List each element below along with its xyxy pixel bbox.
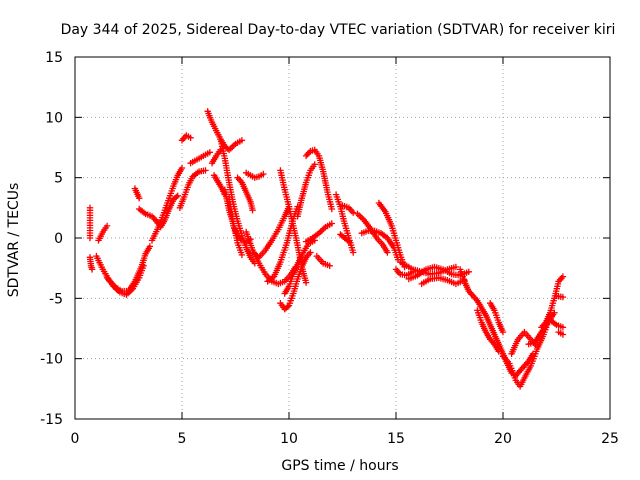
data-point-track bbox=[358, 227, 402, 263]
data-point-track bbox=[313, 252, 333, 269]
data-point-track bbox=[337, 231, 353, 245]
data-point-track bbox=[474, 307, 502, 355]
data-point-track bbox=[86, 254, 96, 273]
data-point-track bbox=[546, 316, 567, 331]
data-point-track bbox=[204, 108, 246, 154]
y-tick-label: 5 bbox=[54, 171, 63, 187]
data-point-track bbox=[208, 146, 224, 167]
data-point-track bbox=[375, 199, 408, 271]
x-axis-label: GPS time / hours bbox=[281, 458, 398, 474]
data-point-track bbox=[294, 161, 318, 220]
y-tick-label: -15 bbox=[40, 412, 63, 428]
x-tick-label: 20 bbox=[494, 431, 512, 447]
x-tick-label: 0 bbox=[71, 431, 80, 447]
data-point-track bbox=[243, 169, 267, 181]
data-point-track bbox=[418, 274, 468, 288]
data-point-track bbox=[339, 202, 357, 216]
y-axis-label: SDTVAR / TECUs bbox=[6, 183, 22, 298]
data-point-track bbox=[555, 328, 567, 338]
data-point-track bbox=[178, 132, 194, 144]
data-point-track bbox=[302, 220, 335, 245]
data-point-track bbox=[553, 292, 567, 301]
x-tick-label: 25 bbox=[601, 431, 619, 447]
data-point-track bbox=[281, 237, 318, 297]
data-point-track bbox=[487, 300, 507, 336]
data-point-track bbox=[234, 174, 256, 214]
x-tick-label: 15 bbox=[387, 431, 405, 447]
y-tick-label: 0 bbox=[54, 231, 63, 247]
data-point-track bbox=[277, 249, 314, 313]
axis-ticks: 0 5 10 15 20 25 -15 -10 -5 0 5 10 15 bbox=[40, 50, 619, 447]
data-point-track bbox=[302, 146, 335, 213]
data-point-track bbox=[95, 222, 111, 244]
x-tick-label: 5 bbox=[178, 431, 187, 447]
data-point-track bbox=[131, 185, 143, 202]
chart-title: Day 344 of 2025, Sidereal Day-to-day VTE… bbox=[61, 22, 616, 38]
data-points bbox=[86, 108, 567, 390]
data-point-track bbox=[187, 149, 213, 167]
x-tick-label: 10 bbox=[280, 431, 298, 447]
y-tick-label: 15 bbox=[45, 50, 63, 66]
data-point-track bbox=[538, 273, 567, 331]
data-point-track bbox=[86, 204, 94, 242]
data-point-track bbox=[392, 266, 417, 279]
data-point-track bbox=[249, 203, 293, 261]
data-point-track bbox=[148, 164, 186, 244]
data-point-track bbox=[103, 262, 147, 298]
data-point-track bbox=[176, 167, 209, 211]
y-tick-label: -5 bbox=[49, 291, 63, 307]
y-tick-label: 10 bbox=[45, 110, 63, 126]
y-tick-label: -10 bbox=[40, 352, 63, 368]
